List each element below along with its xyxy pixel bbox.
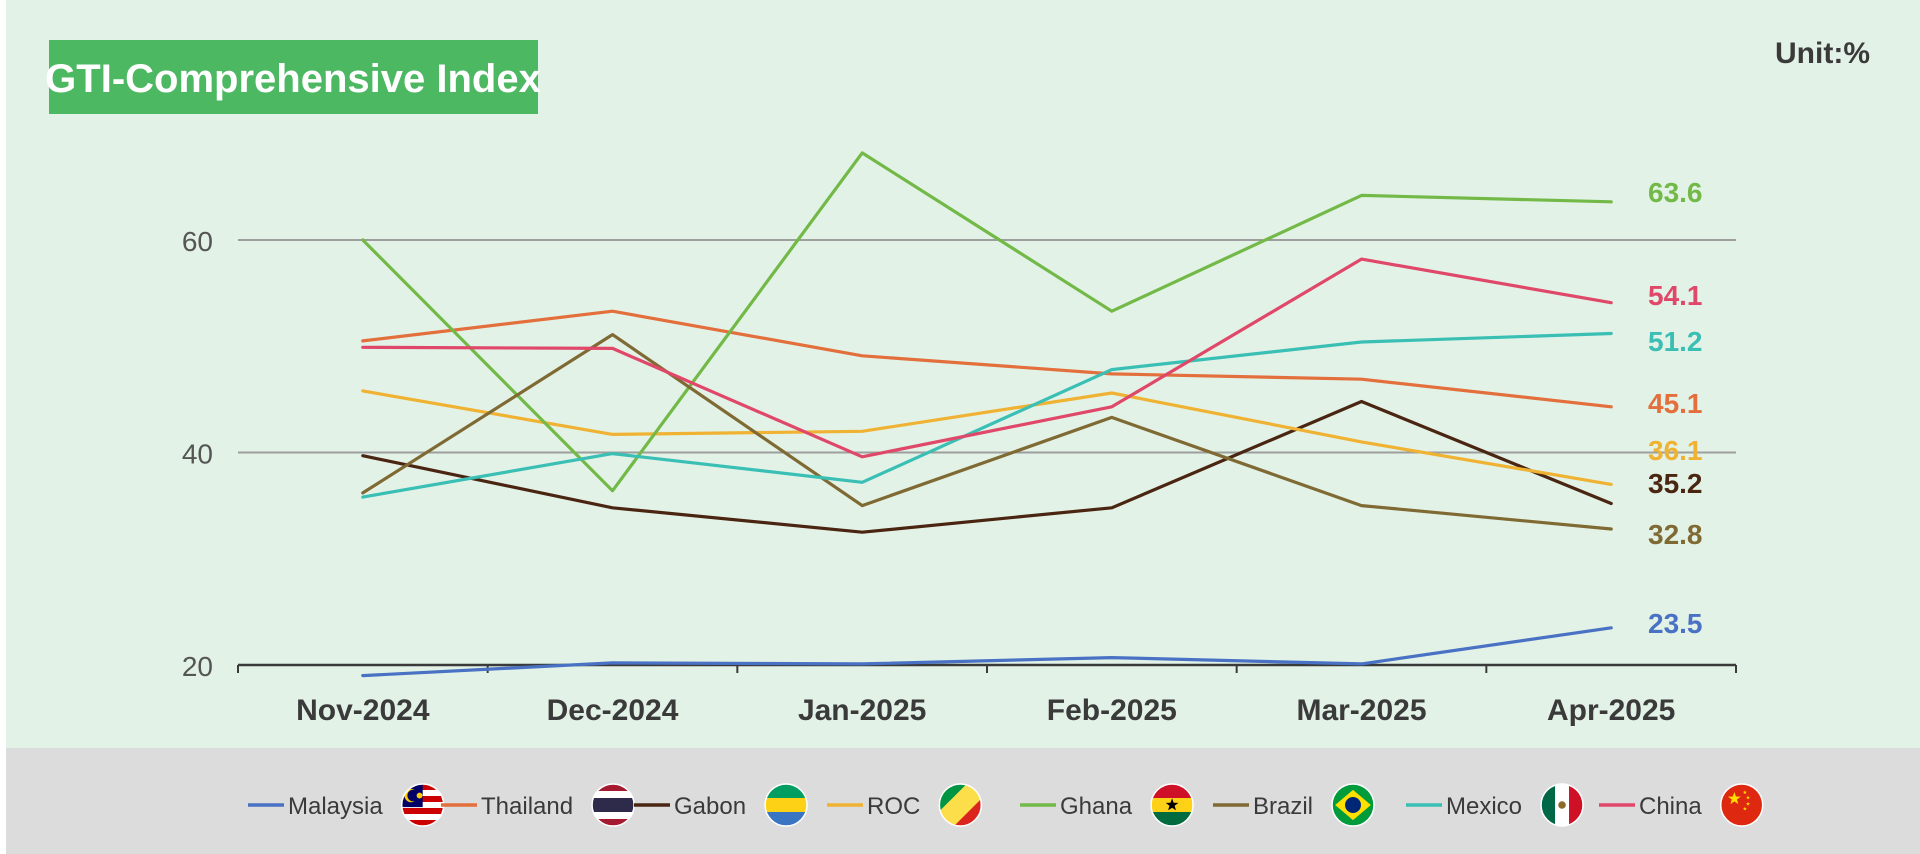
- title-box: [49, 40, 538, 114]
- legend-item-brazil: Brazil: [1213, 783, 1375, 827]
- end-label-ghana: 63.6: [1648, 177, 1703, 208]
- end-label-malaysia: 23.5: [1648, 608, 1703, 639]
- series-line-china: [361, 257, 1613, 459]
- end-label-mexico: 51.2: [1648, 326, 1703, 357]
- axes: Nov-2024 Dec-2024 Jan-2025 Feb-2025 Mar-2025…: [237, 663, 1737, 727]
- china-flag-icon: [1719, 783, 1764, 827]
- x-tick-label: Mar-2025: [1296, 694, 1426, 727]
- y-tick-label: 20: [182, 651, 213, 682]
- legend-label: Gabon: [674, 793, 746, 820]
- legend-label: Thailand: [481, 793, 573, 820]
- x-tick-label: Apr-2025: [1547, 694, 1675, 727]
- gabon-flag-icon: [764, 783, 808, 827]
- legend-item-malaysia: Malaysia: [248, 783, 445, 827]
- x-tick-label: Nov-2024: [296, 694, 430, 727]
- legend-label: Malaysia: [288, 793, 383, 820]
- thailand-flag-icon: [591, 783, 635, 827]
- legend-label: China: [1639, 793, 1702, 820]
- series-line-gabon: [361, 399, 1613, 534]
- x-tick-label: Jan-2025: [798, 694, 926, 727]
- legend-label: Mexico: [1446, 793, 1522, 820]
- legend-label: Brazil: [1253, 793, 1313, 820]
- legend-item-mexico: Mexico: [1406, 783, 1584, 827]
- end-labels: 23.5 45.1 35.236.1 63.6 32.8 51.2 54.1: [1648, 177, 1703, 639]
- ghana-flag-icon: [1150, 783, 1194, 827]
- end-label-gabon: 35.2: [1648, 468, 1703, 499]
- legend-label: Ghana: [1060, 793, 1133, 820]
- mexico-flag-icon: [1540, 783, 1584, 827]
- series-line-malaysia: [361, 626, 1613, 678]
- series-line-ghana: [361, 151, 1613, 493]
- legend-item-ghana: Ghana: [1020, 783, 1194, 827]
- series-line-mexico: [361, 331, 1613, 499]
- series-line-thailand: [361, 309, 1613, 409]
- series-line-brazil: [361, 333, 1613, 531]
- series-lines: [361, 151, 1613, 678]
- legend-item-china: China: [1599, 783, 1764, 827]
- y-tick-label: 60: [182, 226, 213, 257]
- end-label-thailand: 45.1: [1648, 388, 1703, 419]
- legend: Malaysia Thailand Gabon ROC Ghana Brazil Mexic…: [248, 783, 1764, 827]
- end-label-china: 54.1: [1648, 280, 1703, 311]
- roc-flag-icon: [938, 783, 983, 827]
- end-label-brazil: 32.8: [1648, 519, 1703, 550]
- y-tick-label: 40: [182, 439, 213, 470]
- x-tick-label: Feb-2025: [1047, 694, 1177, 727]
- legend-item-gabon: Gabon: [634, 783, 808, 827]
- malaysia-flag-icon: [400, 783, 445, 827]
- end-label-roc: 36.1: [1648, 435, 1703, 466]
- chart-background: [6, 0, 1920, 748]
- brazil-flag-icon: [1331, 783, 1375, 827]
- legend-label: ROC: [867, 793, 920, 820]
- x-tick-label: Dec-2024: [547, 694, 679, 727]
- legend-item-roc: ROC: [827, 783, 983, 827]
- series-line-roc: [361, 389, 1613, 486]
- unit-label: Unit:%: [1775, 37, 1870, 70]
- chart-title: GTI-Comprehensive Index: [45, 57, 541, 101]
- legend-item-thailand: Thailand: [441, 783, 635, 827]
